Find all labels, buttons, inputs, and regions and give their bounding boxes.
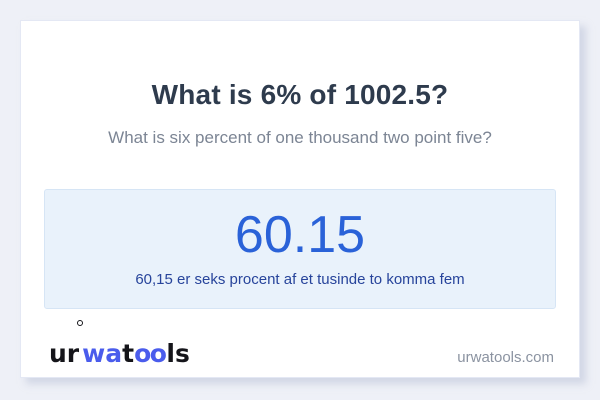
urwatools-logo: ur watools: [49, 319, 190, 368]
question-title: What is 6% of 1002.5?: [151, 79, 449, 110]
logo-text-ur: ur: [49, 338, 80, 368]
logo-text-ls: ls: [166, 338, 190, 368]
card-footer: ur watools urwatools.com: [49, 319, 554, 368]
logo-ring-icon: [77, 319, 84, 362]
answer-sentence: 60,15 er seks procent af et tusinde to k…: [135, 271, 465, 288]
result-card: What is 6% of 1002.5? What is six percen…: [20, 20, 580, 378]
site-domain: urwatools.com: [457, 348, 554, 366]
answer-value: 60.15: [234, 206, 366, 264]
question-subtitle: What is six percent of one thousand two …: [108, 127, 492, 147]
logo-text-t: t: [122, 338, 135, 368]
answer-box: 60.15 60,15 er seks procent af et tusind…: [44, 189, 556, 309]
logo-text-wa: wa: [82, 338, 123, 368]
logo-glasses-oo-icon: oo: [134, 338, 167, 368]
